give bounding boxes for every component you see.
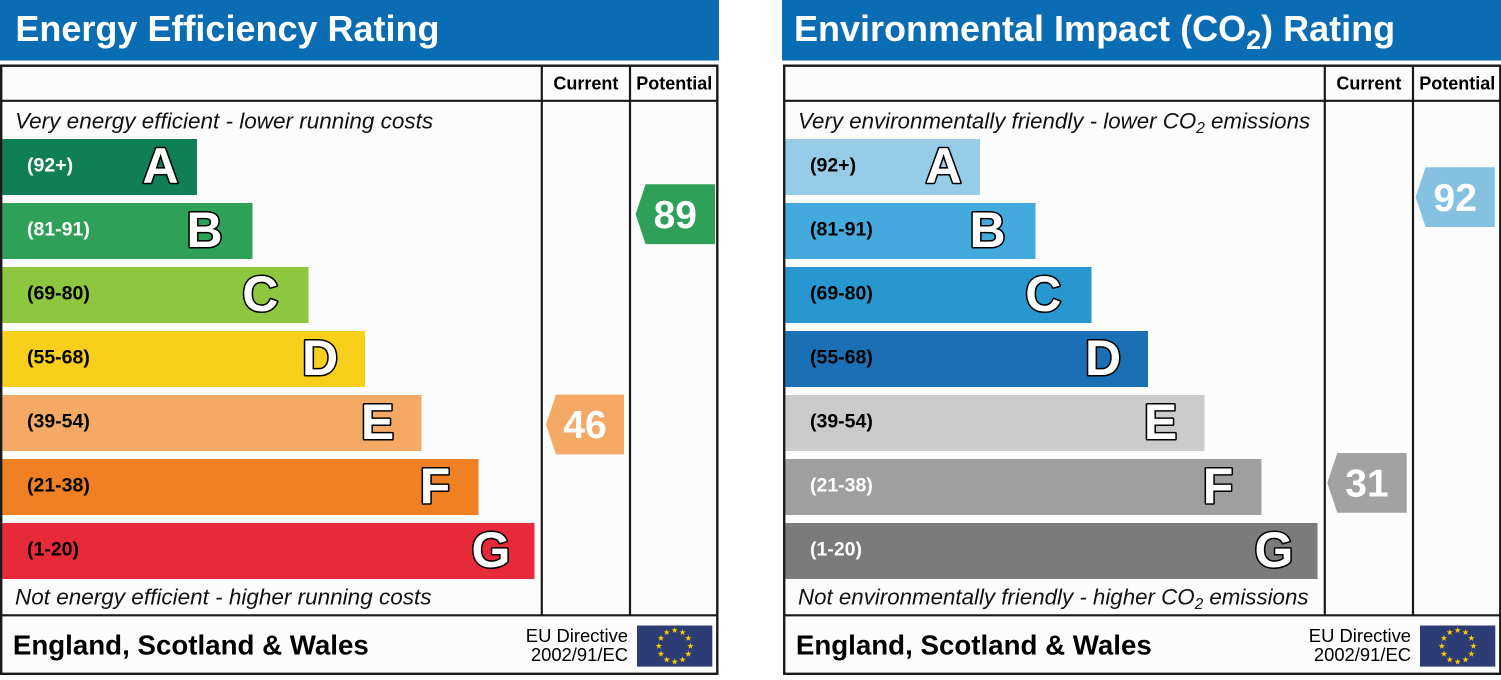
svg-text:C: C — [1025, 266, 1061, 322]
svg-text:B: B — [970, 202, 1006, 258]
svg-text:(1-20): (1-20) — [27, 538, 79, 560]
svg-text:C: C — [242, 266, 278, 322]
svg-text:(92+): (92+) — [810, 154, 856, 176]
svg-text:Not energy efficient - higher: Not energy efficient - higher running co… — [15, 585, 431, 610]
svg-text:F: F — [1203, 458, 1234, 514]
svg-text:(69-80): (69-80) — [27, 282, 90, 304]
svg-text:G: G — [472, 522, 511, 578]
svg-text:Environmental Impact (CO2) Rat: Environmental Impact (CO2) Rating — [794, 8, 1395, 55]
svg-text:EU Directive: EU Directive — [1309, 625, 1411, 646]
svg-text:(39-54): (39-54) — [27, 410, 90, 432]
svg-text:Very environmentally friendly: Very environmentally friendly - lower CO… — [798, 109, 1310, 138]
svg-text:2002/91/EC: 2002/91/EC — [531, 644, 628, 665]
svg-text:EU Directive: EU Directive — [526, 625, 628, 646]
svg-text:(81-91): (81-91) — [27, 218, 90, 240]
svg-text:(39-54): (39-54) — [810, 410, 873, 432]
svg-text:England, Scotland & Wales: England, Scotland & Wales — [796, 630, 1152, 661]
svg-text:Energy Efficiency Rating: Energy Efficiency Rating — [15, 8, 439, 49]
svg-text:(81-91): (81-91) — [810, 218, 873, 240]
svg-text:(92+): (92+) — [27, 154, 73, 176]
svg-text:(1-20): (1-20) — [810, 538, 862, 560]
svg-text:Not environmentally friendly -: Not environmentally friendly - higher CO… — [798, 585, 1309, 614]
svg-text:E: E — [1144, 394, 1177, 450]
svg-text:B: B — [187, 202, 223, 258]
svg-text:F: F — [420, 458, 451, 514]
svg-text:E: E — [361, 394, 394, 450]
svg-text:(21-38): (21-38) — [27, 474, 90, 496]
svg-text:(55-68): (55-68) — [27, 346, 90, 368]
svg-text:(69-80): (69-80) — [810, 282, 873, 304]
svg-text:Potential: Potential — [636, 74, 712, 94]
svg-text:(21-38): (21-38) — [810, 474, 873, 496]
svg-text:A: A — [142, 138, 178, 194]
svg-text:England, Scotland & Wales: England, Scotland & Wales — [13, 630, 369, 661]
svg-text:2002/91/EC: 2002/91/EC — [1314, 644, 1411, 665]
svg-text:Very energy efficient - lower: Very energy efficient - lower running co… — [15, 109, 433, 134]
svg-text:G: G — [1255, 522, 1294, 578]
svg-text:D: D — [1085, 330, 1121, 386]
svg-text:Current: Current — [553, 74, 618, 94]
svg-text:A: A — [925, 138, 961, 194]
svg-text:D: D — [302, 330, 338, 386]
svg-text:89: 89 — [654, 194, 697, 237]
svg-text:Current: Current — [1336, 74, 1401, 94]
svg-text:92: 92 — [1434, 177, 1477, 220]
svg-text:31: 31 — [1345, 463, 1388, 506]
svg-text:Potential: Potential — [1419, 74, 1495, 94]
svg-text:(55-68): (55-68) — [810, 346, 873, 368]
svg-text:46: 46 — [563, 404, 606, 447]
